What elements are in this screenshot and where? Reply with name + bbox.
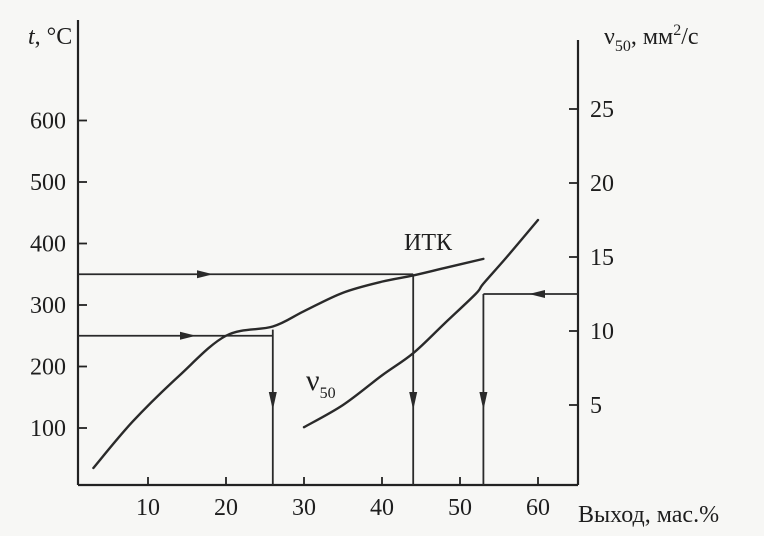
right-y-tick-label: 10 [590,319,614,345]
left-y-tick-label: 500 [30,170,66,196]
arrow-right-icon [180,331,196,340]
left-y-tick-label: 200 [30,355,66,381]
itk-curve [92,257,485,470]
x-tick-label: 50 [448,495,472,521]
viscosity-curve [302,218,540,429]
arrow-down-icon [268,392,277,410]
x-tick-label: 20 [214,495,238,521]
x-tick-label: 60 [526,495,550,521]
x-axis-title: Выход, мас.% [578,502,719,528]
labels: 10 20 30 40 50 60 100 200 300 400 500 600 5 10 15 20 25 t… [28,22,719,528]
left-y-tick-label: 100 [30,416,66,442]
viscosity-curve-label: ν50 [306,364,336,402]
guide-lines [78,270,578,485]
curves [92,218,540,470]
right-y-tick-label: 15 [590,245,614,271]
x-tick-label: 40 [370,495,394,521]
left-y-tick-label: 600 [30,109,66,135]
right-y-tick-label: 25 [590,97,614,123]
itk-curve-label: ИТК [404,230,453,256]
axes [76,20,580,487]
left-y-tick-label: 300 [30,293,66,319]
arrow-down-icon [479,392,488,410]
x-tick-label: 10 [136,495,160,521]
left-y-tick-label: 400 [30,232,66,258]
x-tick-label: 30 [292,495,316,521]
arrow-left-icon [529,290,545,298]
arrow-right-icon [197,270,213,279]
right-y-axis-title: ν50, мм2/с [604,22,699,55]
right-y-tick-label: 5 [590,393,602,419]
right-y-tick-label: 20 [590,171,614,197]
left-y-axis-title: t, °C [28,24,72,50]
arrow-down-icon [409,392,418,410]
